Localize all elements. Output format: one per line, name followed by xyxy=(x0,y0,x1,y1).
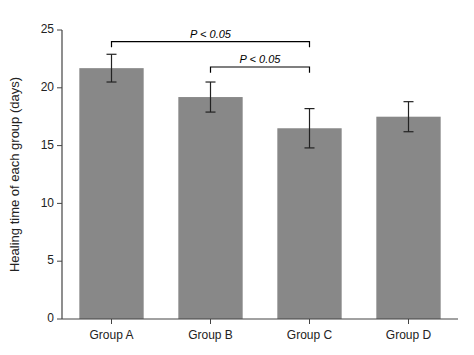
chart-container: 0 5 10 15 20 25 Healing time of each group (da… xyxy=(0,0,474,355)
x-tick xyxy=(408,319,409,324)
error-cap xyxy=(107,81,117,82)
y-tick xyxy=(57,319,62,320)
y-tick-label: 15 xyxy=(41,138,55,152)
error-line xyxy=(309,109,310,148)
annotations: P < 0.05 P < 0.05 xyxy=(112,28,310,73)
x-tick-label: Group B xyxy=(188,328,233,342)
error-cap xyxy=(206,111,216,112)
y-tick xyxy=(57,30,62,31)
significance-label: P < 0.05 xyxy=(190,28,232,40)
error-bar xyxy=(305,109,315,148)
error-cap xyxy=(206,81,216,82)
y-axis-label: Healing time of each group (days) xyxy=(7,77,22,272)
y-axis: 0 5 10 15 20 25 xyxy=(41,22,62,325)
y-axis-line xyxy=(61,30,62,319)
y-tick xyxy=(57,261,62,262)
error-line xyxy=(210,82,211,112)
x-tick xyxy=(111,319,112,324)
x-axis: Group A Group B Group C Group D xyxy=(62,319,458,342)
error-line xyxy=(408,102,409,132)
y-tick xyxy=(57,87,62,88)
y-tick xyxy=(57,203,62,204)
bars xyxy=(79,54,440,319)
y-tick-label: 10 xyxy=(41,196,55,210)
x-tick xyxy=(210,319,211,324)
error-bar xyxy=(206,82,216,112)
x-tick xyxy=(309,319,310,324)
y-tick-label: 0 xyxy=(47,311,54,325)
y-tick-label: 5 xyxy=(47,253,54,267)
error-cap xyxy=(404,101,414,102)
error-bar xyxy=(404,102,414,132)
significance-bracket xyxy=(211,67,310,73)
bar xyxy=(178,97,242,319)
significance-bracket xyxy=(112,42,310,48)
bar xyxy=(79,68,143,319)
error-cap xyxy=(305,108,315,109)
error-cap xyxy=(305,147,315,148)
error-line xyxy=(111,54,112,82)
error-bar xyxy=(107,54,117,82)
x-tick-label: Group A xyxy=(89,328,133,342)
chart-svg: 0 5 10 15 20 25 Healing time of each group (da… xyxy=(0,0,474,355)
bar xyxy=(277,128,341,319)
bar xyxy=(376,117,440,319)
error-cap xyxy=(107,54,117,55)
significance-label: P < 0.05 xyxy=(240,53,282,65)
x-tick-label: Group D xyxy=(386,328,432,342)
y-tick xyxy=(57,145,62,146)
y-tick-label: 20 xyxy=(41,80,55,94)
x-tick-label: Group C xyxy=(287,328,333,342)
error-cap xyxy=(404,131,414,132)
y-tick-label: 25 xyxy=(41,22,55,36)
x-axis-line xyxy=(62,318,458,319)
